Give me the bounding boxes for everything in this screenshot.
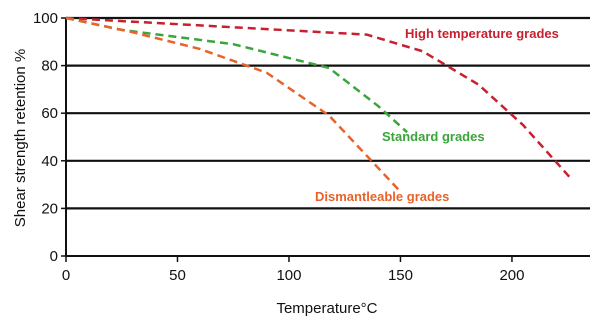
series-label-dismantleable-grades: Dismantleable grades xyxy=(315,189,449,204)
y-tick-label-0: 0 xyxy=(50,248,58,265)
x-axis-title: Temperature°C xyxy=(276,300,377,317)
x-tick-label-0: 0 xyxy=(62,267,70,284)
y-tick-label-40: 40 xyxy=(41,153,58,170)
x-tick-label-200: 200 xyxy=(499,267,524,284)
y-tick-label-60: 60 xyxy=(41,105,58,122)
x-axis-ticks: 0 50 100 150 200 xyxy=(62,256,524,284)
gridlines xyxy=(66,16,590,210)
y-tick-label-100: 100 xyxy=(33,10,58,27)
y-tick-label-20: 20 xyxy=(41,200,58,217)
axes xyxy=(65,18,590,257)
series-label-standard-grades: Standard grades xyxy=(382,129,485,144)
x-tick-label-50: 50 xyxy=(169,267,186,284)
series-line-high-temperature-grades xyxy=(65,16,571,179)
series-line-dismantleable-grades xyxy=(65,16,400,191)
series-lines xyxy=(65,16,571,191)
series-label-high-temperature-grades: High temperature grades xyxy=(405,26,559,41)
y-axis-title: Shear strength retention % xyxy=(12,49,29,227)
x-tick-label-150: 150 xyxy=(388,267,413,284)
y-tick-label-80: 80 xyxy=(41,58,58,75)
series-labels: High temperature grades Standard grades Di… xyxy=(315,26,559,204)
x-tick-label-100: 100 xyxy=(276,267,301,284)
y-axis-ticks: 0 20 40 60 80 100 xyxy=(33,10,66,265)
